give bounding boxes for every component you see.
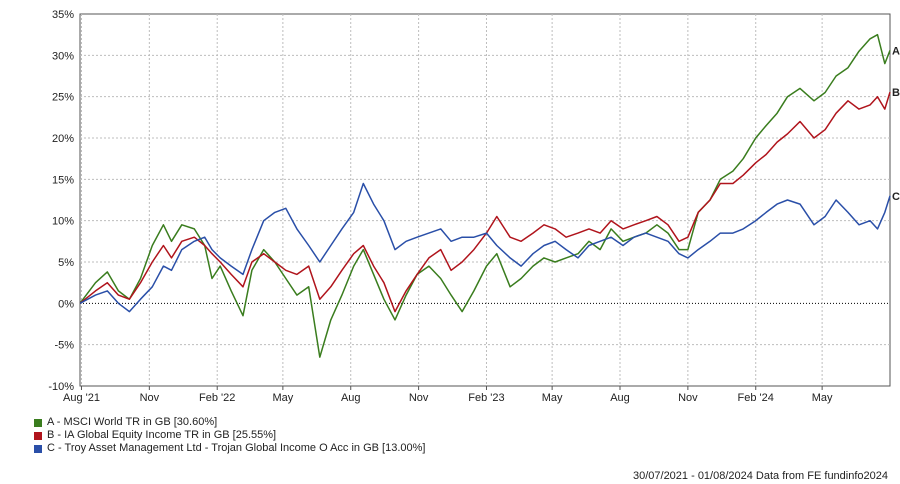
- y-axis-ticks: -10% -5% 0% 5% 10% 15% 20% 25% 30% 35%: [48, 9, 74, 393]
- y-tick-label: 20%: [52, 133, 74, 145]
- y-tick-label: 35%: [52, 9, 74, 21]
- plot-area: [79, 13, 891, 387]
- x-tick-label: Nov: [140, 392, 160, 404]
- series-end-labels: A B C: [892, 45, 900, 202]
- series-lines: [79, 33, 891, 358]
- y-tick-label: 15%: [52, 174, 74, 186]
- y-tick-label: 25%: [52, 92, 74, 104]
- legend-swatch-a: [34, 418, 42, 427]
- legend-label-c: C - Troy Asset Management Ltd - Trojan G…: [47, 442, 426, 454]
- legend-item-c: C - Troy Asset Management Ltd - Trojan G…: [34, 442, 425, 455]
- x-tick-label: Feb '24: [738, 392, 774, 404]
- y-tick-label: 5%: [58, 257, 74, 269]
- x-tick-label: Nov: [409, 392, 429, 404]
- series-line-a: [79, 33, 891, 358]
- legend-item-b: B - IA Global Equity Income TR in GB [25…: [34, 429, 425, 442]
- y-tick-label: 30%: [52, 50, 74, 62]
- x-tick-label: May: [812, 392, 833, 404]
- series-end-label-c: C: [892, 191, 900, 203]
- legend-swatch-b: [34, 431, 42, 440]
- gridlines: [80, 14, 890, 386]
- x-tick-label: Aug: [341, 392, 361, 404]
- x-tick-label: Nov: [678, 392, 698, 404]
- x-tick-label: Feb '23: [468, 392, 504, 404]
- performance-chart: -10% -5% 0% 5% 10% 15% 20% 25% 30% 35% Aug '21 Nov…: [48, 9, 900, 404]
- legend-label-a: A - MSCI World TR in GB [30.60%]: [47, 416, 218, 428]
- x-tick-label: Aug: [610, 392, 630, 404]
- series-end-label-b: B: [892, 87, 900, 99]
- y-tick-label: 0%: [58, 298, 74, 310]
- legend: A - MSCI World TR in GB [30.60%] B - IA …: [34, 416, 425, 455]
- source-note: 30/07/2021 - 01/08/2024 Data from FE fun…: [632, 470, 888, 482]
- series-line-c: [79, 182, 891, 313]
- series-end-label-a: A: [892, 45, 900, 57]
- legend-label-b: B - IA Global Equity Income TR in GB [25…: [47, 429, 277, 441]
- y-tick-label: 10%: [52, 216, 74, 228]
- x-axis-ticks: Aug '21 Nov Feb '22 May Aug Nov Feb '23 May Aug N…: [63, 386, 833, 404]
- legend-swatch-c: [34, 444, 42, 453]
- y-tick-label: -5%: [54, 340, 74, 352]
- legend-item-a: A - MSCI World TR in GB [30.60%]: [34, 416, 425, 429]
- x-tick-label: May: [542, 392, 563, 404]
- x-tick-label: May: [272, 392, 293, 404]
- x-tick-label: Aug '21: [63, 392, 100, 404]
- y-tick-label: -10%: [48, 381, 74, 393]
- x-tick-label: Feb '22: [199, 392, 235, 404]
